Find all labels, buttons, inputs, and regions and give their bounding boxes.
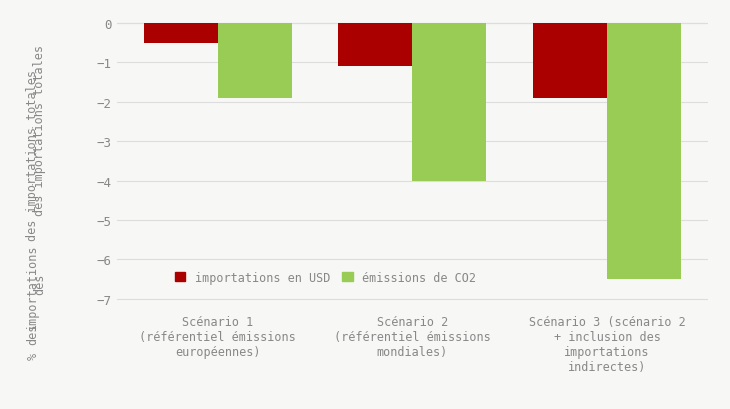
Bar bbox=[412, 24, 486, 181]
Bar bbox=[218, 24, 292, 99]
Legend: importations en USD, émissions de CO2: importations en USD, émissions de CO2 bbox=[170, 267, 481, 289]
Bar bbox=[533, 24, 607, 99]
Bar bbox=[607, 24, 681, 279]
Text: des: des bbox=[34, 272, 47, 294]
Text: importations: importations bbox=[26, 244, 39, 329]
Text: des importations totales: des importations totales bbox=[26, 70, 39, 241]
Text: %: % bbox=[26, 352, 39, 360]
Text: des: des bbox=[26, 323, 39, 344]
Bar bbox=[144, 24, 218, 44]
Text: des importations totales: des importations totales bbox=[34, 45, 47, 216]
Bar bbox=[339, 24, 412, 67]
